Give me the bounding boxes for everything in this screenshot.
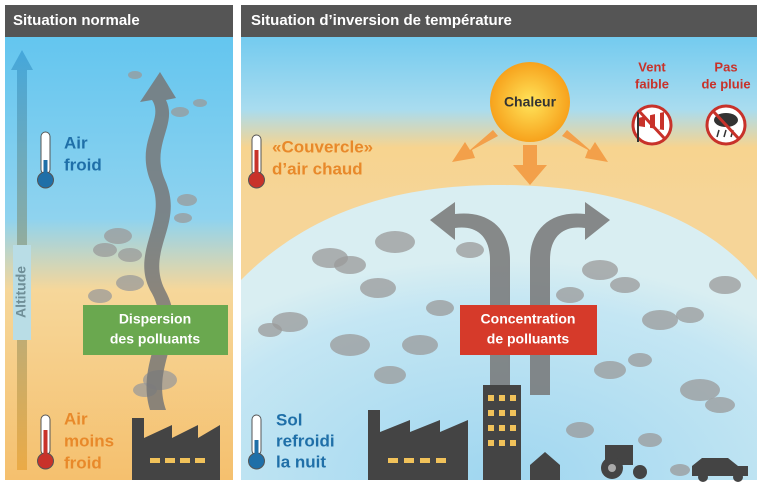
lid-label: «Couvercle»: [272, 137, 373, 156]
dispersion-label: des polluants: [110, 331, 200, 347]
warm-label: Air: [64, 409, 88, 428]
dispersion-label: Dispersion: [119, 311, 191, 327]
warm-label: moins: [64, 431, 114, 450]
altitude-label: Altitude: [13, 266, 29, 318]
cold-label: Air: [64, 133, 88, 152]
sun-label: Chaleur: [504, 94, 557, 110]
lid-label: d’air chaud: [272, 159, 363, 178]
right-panel: Situation d’inversion de température Cha…: [241, 5, 757, 482]
concentration-label: Concentration: [481, 311, 576, 327]
concentration-label: de polluants: [487, 331, 570, 347]
left-panel: Situation normale Altitude Air froid Dis…: [5, 5, 233, 480]
ground-label: refroidi: [276, 431, 335, 450]
warm-label: froid: [64, 453, 102, 472]
rain-icon: [707, 106, 745, 144]
wind-label: Vent: [638, 59, 666, 74]
wind-icon: [633, 106, 671, 144]
infographic: Situation normale Altitude Air froid Dis…: [0, 0, 762, 484]
left-title: Situation normale: [13, 12, 140, 29]
cold-label: froid: [64, 155, 102, 174]
right-title: Situation d’inversion de température: [251, 12, 512, 29]
ground-label: la nuit: [276, 452, 326, 471]
ground-label: Sol: [276, 410, 302, 429]
rain-label: Pas: [714, 59, 737, 74]
wind-label: faible: [635, 76, 669, 91]
rain-label: de pluie: [701, 76, 750, 91]
